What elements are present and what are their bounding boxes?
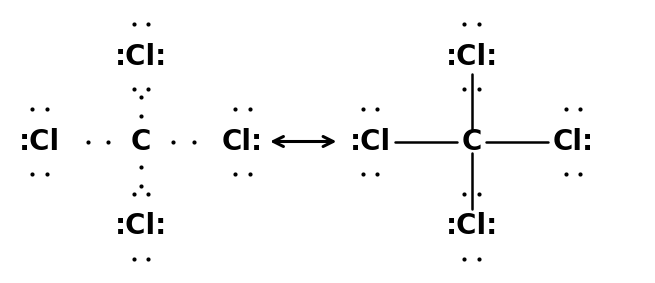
Text: Cl:: Cl:: [222, 128, 263, 155]
Text: C: C: [130, 128, 151, 155]
Text: :Cl: :Cl: [19, 128, 60, 155]
Text: Cl:: Cl:: [553, 128, 593, 155]
Text: :Cl:: :Cl:: [445, 213, 498, 240]
Text: :Cl:: :Cl:: [445, 43, 498, 70]
Text: :Cl:: :Cl:: [115, 213, 167, 240]
Text: :Cl: :Cl: [350, 128, 390, 155]
Text: C: C: [461, 128, 482, 155]
Text: :Cl:: :Cl:: [115, 43, 167, 70]
